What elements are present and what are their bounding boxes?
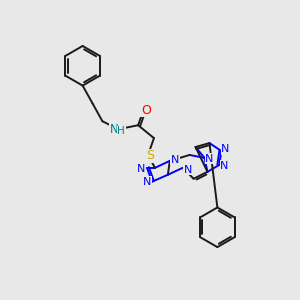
Text: N: N [184,165,192,175]
Text: N: N [221,144,230,154]
Text: N: N [205,154,214,164]
Text: H: H [117,126,125,136]
Text: S: S [146,149,154,162]
Text: N: N [171,155,179,165]
Text: N: N [137,164,145,174]
Text: N: N [143,177,151,187]
Text: N: N [220,161,229,171]
Text: N: N [110,123,119,136]
Text: O: O [141,104,151,117]
